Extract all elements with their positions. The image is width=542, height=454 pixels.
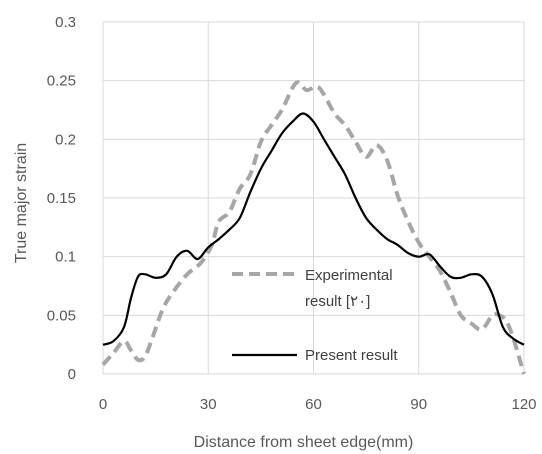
series-line-experimental [101,80,526,375]
y-tick-label: 0.1 [55,249,76,266]
y-tick-label: 0.15 [47,190,76,207]
series-line-present [102,112,525,346]
x-axis-title: Distance from sheet edge(mm) [194,434,414,451]
x-tick-label: 120 [511,396,536,413]
y-tick-label: 0.3 [55,14,76,31]
legend-label: Experimental [305,267,393,284]
y-tick-label: 0.25 [47,73,76,90]
legend: Experimental result [۲۰] Present result [232,267,398,364]
tick-labels: 0 30 60 90 120 0 0.05 0.1 0.15 0.2 0.25 0.3 [47,14,537,413]
y-axis-title: True major strain [13,143,30,263]
gridlines [102,21,525,375]
x-tick-label: 30 [200,396,217,413]
x-tick-label: 60 [305,396,322,413]
y-tick-label: 0.2 [55,131,76,148]
x-tick-label: 90 [410,396,427,413]
y-tick-label: 0.05 [47,307,76,324]
legend-label: Present result [305,347,398,364]
y-tick-label: 0 [68,366,76,383]
x-tick-label: 0 [99,396,107,413]
legend-label: result [۲۰] [305,293,370,310]
series-lines [101,80,526,375]
